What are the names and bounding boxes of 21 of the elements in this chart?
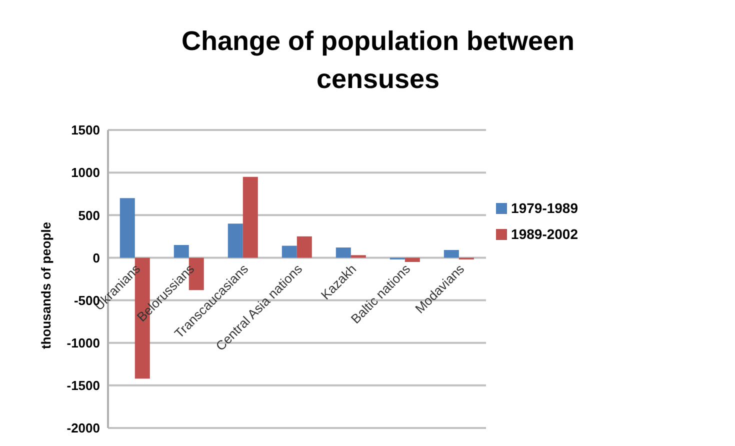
bar xyxy=(174,244,189,258)
bar xyxy=(242,176,258,258)
y-tick-label: 1000 xyxy=(71,165,100,180)
y-tick-label: 1500 xyxy=(71,122,100,138)
legend-label: 1979-1989 xyxy=(511,200,578,216)
y-axis-title: thousands of people xyxy=(38,222,54,349)
y-tick-label: 500 xyxy=(78,208,100,223)
bar xyxy=(444,250,459,258)
bar xyxy=(350,255,366,258)
legend-label: 1989-2002 xyxy=(511,226,578,242)
bar xyxy=(336,247,351,258)
bar xyxy=(282,246,297,258)
y-tick-label: -2000 xyxy=(66,420,100,436)
y-tick-label: -1000 xyxy=(66,335,100,350)
chart-title: Change of population between censuses xyxy=(180,25,576,96)
bar xyxy=(228,224,243,258)
y-tick-label: -1500 xyxy=(66,378,100,394)
y-tick-label: 0 xyxy=(92,250,100,266)
bar xyxy=(120,198,135,258)
bar xyxy=(404,258,420,262)
bar xyxy=(296,236,312,258)
